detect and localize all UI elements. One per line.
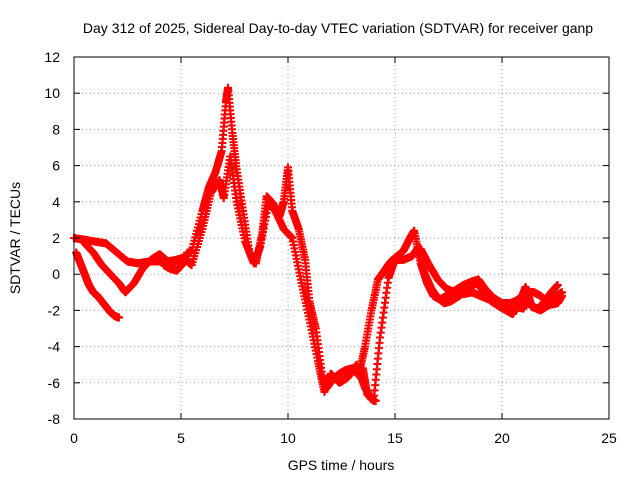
x-tick-label: 20 [494, 430, 510, 446]
y-tick-label: 0 [52, 266, 60, 282]
data-point [557, 291, 566, 300]
x-tick-label: 25 [601, 430, 617, 446]
series-ganp-b [80, 152, 562, 405]
x-tick-label: 5 [177, 430, 185, 446]
y-tick-label: -2 [48, 302, 61, 318]
data-point [114, 313, 123, 322]
x-tick-label: 0 [70, 430, 78, 446]
y-axis-label: SDTVAR / TECUs [7, 182, 23, 294]
series-ganp-c [72, 248, 192, 322]
y-tick-label: 10 [44, 85, 60, 101]
x-axis-label: GPS time / hours [288, 457, 395, 473]
data-point [183, 248, 192, 257]
y-tick-label: -6 [48, 375, 61, 391]
y-tick-label: 12 [44, 49, 60, 65]
y-tick-label: 6 [52, 158, 60, 174]
y-tick-label: 8 [52, 121, 60, 137]
x-tick-label: 10 [280, 430, 296, 446]
grid-lines [74, 57, 609, 419]
series-ganp-d [358, 244, 566, 405]
data-point [553, 281, 562, 290]
series-ganp-a [70, 83, 566, 393]
y-tick-label: -4 [48, 339, 61, 355]
x-tick-label: 15 [387, 430, 403, 446]
chart-title: Day 312 of 2025, Sidereal Day-to-day VTE… [83, 20, 593, 36]
data-series [70, 83, 566, 405]
y-tick-label: 4 [52, 194, 60, 210]
data-point [371, 396, 380, 405]
y-tick-label: 2 [52, 230, 60, 246]
axis-ticks: 0 5 10 15 20 25 -8 -6 -4 -2 0 2 4 6 8 10 12 [44, 49, 617, 446]
y-tick-label: -8 [48, 411, 61, 427]
